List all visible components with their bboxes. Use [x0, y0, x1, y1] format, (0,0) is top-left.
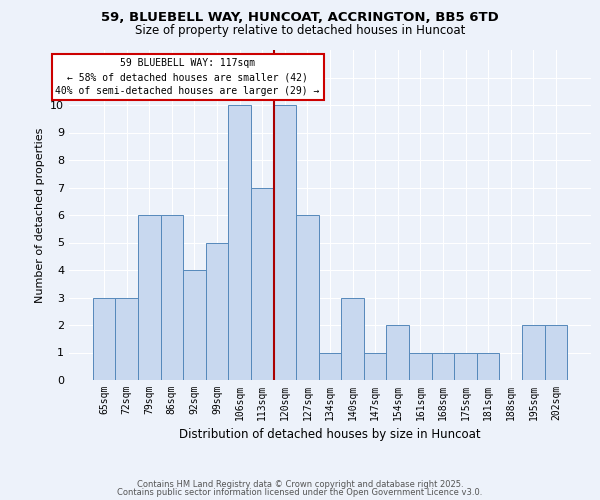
Bar	[364, 352, 386, 380]
Bar	[274, 105, 296, 380]
Bar	[319, 352, 341, 380]
Text: Size of property relative to detached houses in Huncoat: Size of property relative to detached ho…	[135, 24, 465, 37]
Bar	[183, 270, 206, 380]
Bar	[409, 352, 431, 380]
Text: 59 BLUEBELL WAY: 117sqm
← 58% of detached houses are smaller (42)
40% of semi-de: 59 BLUEBELL WAY: 117sqm ← 58% of detache…	[55, 58, 320, 96]
Bar	[341, 298, 364, 380]
Bar	[545, 325, 567, 380]
Bar	[229, 105, 251, 380]
Bar	[161, 215, 183, 380]
Bar	[386, 325, 409, 380]
Text: 59, BLUEBELL WAY, HUNCOAT, ACCRINGTON, BB5 6TD: 59, BLUEBELL WAY, HUNCOAT, ACCRINGTON, B…	[101, 11, 499, 24]
Bar	[454, 352, 477, 380]
Bar	[138, 215, 161, 380]
Bar	[206, 242, 229, 380]
Bar	[93, 298, 115, 380]
Text: Contains public sector information licensed under the Open Government Licence v3: Contains public sector information licen…	[118, 488, 482, 497]
Text: Contains HM Land Registry data © Crown copyright and database right 2025.: Contains HM Land Registry data © Crown c…	[137, 480, 463, 489]
Bar	[115, 298, 138, 380]
Bar	[522, 325, 545, 380]
Bar	[477, 352, 499, 380]
Bar	[431, 352, 454, 380]
X-axis label: Distribution of detached houses by size in Huncoat: Distribution of detached houses by size …	[179, 428, 481, 442]
Bar	[251, 188, 274, 380]
Y-axis label: Number of detached properties: Number of detached properties	[35, 128, 44, 302]
Bar	[296, 215, 319, 380]
